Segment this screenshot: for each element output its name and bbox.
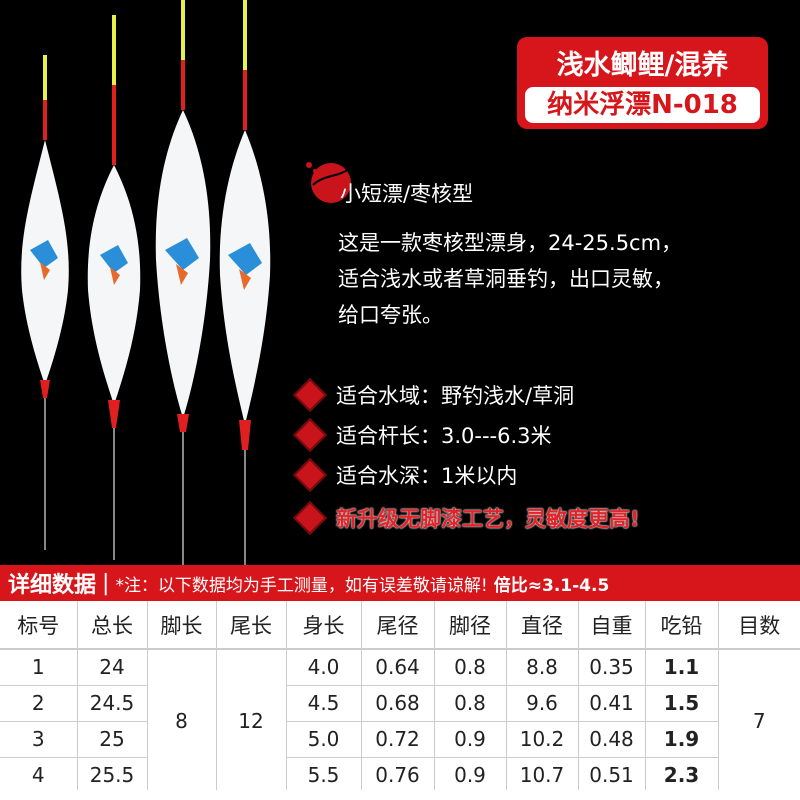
diamond-bullet-icon — [293, 458, 327, 492]
feature-item: 适合杆长：3.0---6.3米 — [293, 418, 552, 452]
cell: 0.68 — [360, 685, 434, 722]
product-subtitle: 小短漂/枣核型 — [340, 182, 474, 206]
col-header: 尾径 — [360, 601, 434, 650]
table-note: *注：以下数据均为手工测量，如有误差敬请谅解! — [115, 575, 488, 596]
ratio: 倍比≈3.1-4.5 — [493, 575, 610, 596]
col-header: 总长 — [76, 601, 147, 650]
divider: | — [102, 570, 110, 596]
cell: 0.41 — [577, 685, 645, 722]
cell: 25 — [76, 721, 147, 758]
col-header: 脚径 — [433, 601, 506, 650]
cell: 8.8 — [505, 649, 578, 686]
description-line: 适合浅水或者草洞垂钓，出口灵敏， — [338, 267, 674, 291]
col-header: 尾长 — [215, 601, 286, 650]
cell: 1.5 — [644, 685, 718, 722]
cell: 2.3 — [644, 757, 718, 794]
cell: 5.0 — [285, 721, 361, 758]
col-header: 直径 — [505, 601, 578, 650]
cell: 24 — [76, 649, 147, 686]
cell: 4 — [0, 757, 77, 794]
col-header: 脚长 — [146, 601, 216, 650]
col-header: 身长 — [285, 601, 361, 650]
diamond-bullet-icon — [293, 378, 327, 412]
brand-logo-icon — [306, 162, 351, 203]
col-header: 标号 — [0, 601, 77, 650]
feature-item: 适合水域：野钓浅水/草洞 — [293, 378, 575, 412]
feature-item-highlight: 新升级无脚漆工艺，灵敏度更高! — [293, 501, 640, 535]
feature-text: 适合水域：野钓浅水/草洞 — [336, 384, 575, 408]
cell: 25.5 — [76, 757, 147, 794]
diamond-bullet-icon — [293, 501, 327, 535]
cell: 0.51 — [577, 757, 645, 794]
cell: 1.1 — [644, 649, 718, 686]
feature-text: 新升级无脚漆工艺，灵敏度更高! — [336, 507, 640, 531]
description-line: 给口夸张。 — [338, 303, 443, 327]
feature-text: 适合水深：1米以内 — [336, 464, 518, 488]
cell: 5.5 — [285, 757, 361, 794]
product-badge: 浅水鲫鲤/混养 纳米浮漂N-018 — [517, 37, 768, 129]
cell: 0.8 — [433, 685, 506, 722]
cell-foot-length: 8 — [146, 649, 216, 794]
float-3 — [155, 0, 211, 565]
table-row: 1 24 8 12 4.0 0.64 0.8 8.8 0.35 1.1 7 — [0, 649, 800, 794]
product-description: 这是一款枣核型漂身，24-25.5cm， 适合浅水或者草洞垂钓，出口灵敏， 给口… — [338, 225, 788, 333]
feature-item: 适合水深：1米以内 — [293, 458, 518, 492]
table-title: 详细数据 — [8, 573, 97, 598]
cell: 4.0 — [285, 649, 361, 686]
cell: 0.9 — [433, 721, 506, 758]
cell: 4.5 — [285, 685, 361, 722]
diamond-bullet-icon — [293, 418, 327, 452]
table-row: 3 25 5.0 0.72 0.9 10.2 0.48 1.9 — [0, 721, 800, 758]
col-header: 吃铅 — [644, 601, 718, 650]
cell: 0.76 — [360, 757, 434, 794]
spec-table: 标号 总长 脚长 尾长 身长 尾径 脚径 直径 自重 吃铅 目数 1 24 8 … — [0, 601, 800, 794]
kingfisher-print — [30, 238, 262, 290]
cell: 3 — [0, 721, 77, 758]
float-1 — [21, 55, 69, 550]
table-row: 4 25.5 5.5 0.76 0.9 10.7 0.51 2.3 — [0, 757, 800, 794]
cell: 1.9 — [644, 721, 718, 758]
cell: 1 — [0, 649, 77, 686]
col-header: 目数 — [717, 601, 800, 650]
cell: 10.7 — [505, 757, 578, 794]
float-product-image — [21, 0, 271, 565]
table-title-band: 详细数据 | *注：以下数据均为手工测量，如有误差敬请谅解! 倍比≈3.1-4.… — [0, 565, 800, 601]
description-line: 这是一款枣核型漂身，24-25.5cm， — [338, 231, 683, 255]
bottom-margin — [0, 790, 800, 800]
cell-tail-length: 12 — [215, 649, 286, 794]
badge-category: 浅水鲫鲤/混养 — [556, 50, 729, 81]
float-2 — [87, 15, 141, 560]
cell: 0.9 — [433, 757, 506, 794]
feature-text: 适合杆长：3.0---6.3米 — [336, 424, 552, 448]
table-header-row: 标号 总长 脚长 尾长 身长 尾径 脚径 直径 自重 吃铅 目数 — [0, 601, 800, 650]
cell: 2 — [0, 685, 77, 722]
cell: 0.48 — [577, 721, 645, 758]
cell: 0.64 — [360, 649, 434, 686]
cell: 0.8 — [433, 649, 506, 686]
col-header: 自重 — [577, 601, 645, 650]
cell: 24.5 — [76, 685, 147, 722]
cell: 9.6 — [505, 685, 578, 722]
cell: 0.72 — [360, 721, 434, 758]
cell: 0.35 — [577, 649, 645, 686]
cell: 10.2 — [505, 721, 578, 758]
cell-mesh: 7 — [717, 649, 800, 794]
badge-model: 纳米浮漂N-018 — [525, 87, 760, 123]
table-row: 2 24.5 4.5 0.68 0.8 9.6 0.41 1.5 — [0, 685, 800, 722]
